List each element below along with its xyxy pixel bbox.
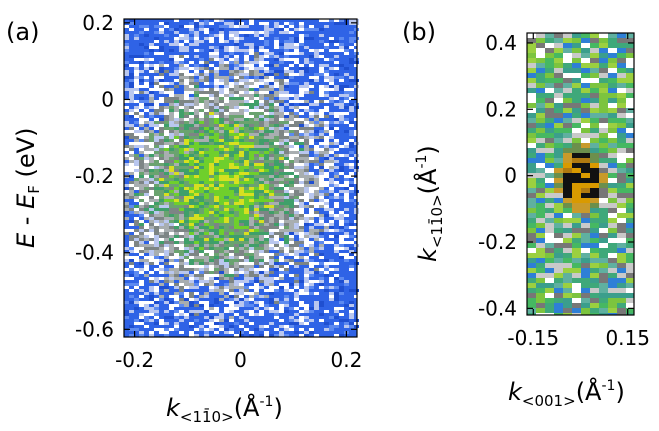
b-xlabel-exp: -1: [601, 378, 615, 394]
panel-a-ticks: -0.2 0 0.2 0.2 0 -0.2 -0.4 -0.6: [75, 11, 362, 372]
panel-a-ytick-label: -0.4: [75, 241, 114, 265]
panel-a-ylabel: E - EF (eV): [12, 128, 43, 248]
panel-a-xtick-label: 0: [234, 348, 247, 372]
b-xlabel-sub: <001>: [522, 392, 576, 410]
b-ylabel-unit: (Å: [413, 168, 442, 194]
panel-b-xlabel: k<001>(Å-1): [508, 377, 625, 410]
panel-b-ytick-label: 0.4: [485, 31, 517, 55]
a-xlabel-sub: <11̄0>: [180, 407, 234, 426]
a-ylabel-EF: E: [12, 193, 40, 209]
b-ylabel-exp: -1: [414, 155, 430, 169]
panel-a-ytick-label: 0: [101, 87, 114, 111]
panel-b-frame: [526, 32, 635, 316]
panel-a-label: (a): [6, 18, 39, 46]
panel-b-ytick-label: -0.4: [478, 296, 517, 320]
panel-b-label: (b): [402, 18, 436, 46]
panel-a-ytick-label: -0.6: [75, 317, 114, 341]
a-xlabel-close: ): [273, 394, 282, 422]
a-ylabel-E: E: [12, 232, 40, 248]
a-xlabel-k: k: [166, 394, 181, 422]
panel-a-xtick-label: -0.2: [115, 348, 154, 372]
a-xlabel-unit: (Å: [234, 393, 260, 422]
panel-b-ylabel: k<11̄0>(Å-1): [413, 145, 446, 262]
panel-a-xlabel: k<11̄0>(Å-1): [166, 393, 283, 426]
b-ylabel-k: k: [414, 247, 442, 262]
panel-b-heatmap: [527, 33, 634, 315]
b-ylabel-sub: <11̄0>: [427, 194, 446, 248]
panel-b-ytick-label: 0.2: [485, 97, 517, 121]
panel-b-ytick-label: -0.2: [478, 230, 517, 254]
b-ylabel-close: ): [414, 145, 442, 154]
b-xlabel-close: ): [615, 378, 624, 406]
panel-b-ytick-label: 0: [504, 164, 517, 188]
a-ylabel-unit: (eV): [12, 128, 40, 186]
panel-b-xtick-label: -0.15: [507, 326, 559, 350]
panel-b-ticks: -0.15 0.15 0.4 0.2 0 -0.2 -0.4: [478, 31, 650, 350]
panel-a-xtick-label: 0.2: [331, 348, 363, 372]
panel-b-xtick-label: 0.15: [605, 326, 650, 350]
panel-a-ytick-label: -0.2: [75, 164, 114, 188]
panel-a-ytick-label: 0.2: [82, 11, 114, 35]
a-ylabel-F: F: [25, 185, 43, 194]
b-xlabel-unit: (Å: [576, 377, 602, 406]
a-ylabel-minus: -: [12, 209, 40, 233]
panel-a-heatmap: [124, 19, 359, 337]
b-xlabel-k: k: [508, 378, 523, 406]
a-xlabel-exp: -1: [259, 394, 273, 410]
